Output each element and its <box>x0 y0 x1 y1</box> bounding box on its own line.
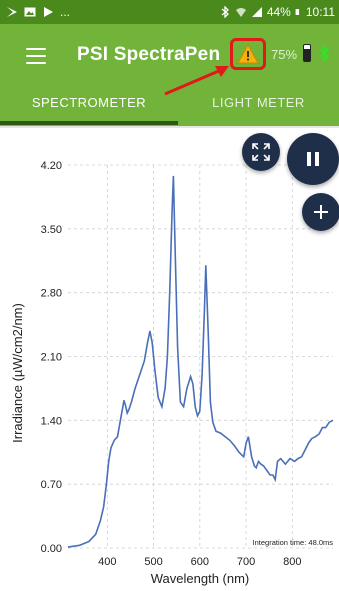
clock: 10:11 <box>305 5 335 19</box>
y-tick-label: 2.80 <box>41 288 62 300</box>
y-axis-label: Irradiance (µW/cm2/nm) <box>10 303 25 443</box>
spectrum-chart: 0.00 0.70 1.40 2.10 2.80 3.50 4.20 400 500 600 700… <box>10 160 334 586</box>
pause-button[interactable] <box>287 133 339 185</box>
hamburger-icon[interactable] <box>26 48 46 64</box>
annotation-arrow <box>164 66 229 96</box>
x-tick-label: 700 <box>237 556 255 568</box>
divider <box>0 126 339 128</box>
app-bar: PSI SpectraPen 75% <box>0 24 339 88</box>
x-tick-label: 600 <box>191 556 209 568</box>
fullscreen-icon <box>252 143 270 161</box>
warning-triangle-icon <box>237 44 259 64</box>
image-icon <box>24 7 36 17</box>
y-tick-label: 4.20 <box>41 160 62 172</box>
fullscreen-button[interactable] <box>242 133 280 171</box>
play-icon <box>44 7 53 17</box>
spectrum-line <box>67 175 334 548</box>
y-tick-label: 0.00 <box>41 543 62 555</box>
device-bluetooth-icon <box>319 44 330 62</box>
integration-time-label: Integration time: 48.0ms <box>253 538 334 547</box>
x-tick-label: 500 <box>144 556 162 568</box>
x-tick-label: 800 <box>283 556 301 568</box>
y-tick-label: 0.70 <box>41 479 62 491</box>
plus-icon <box>314 205 328 219</box>
device-battery-icon <box>303 44 311 62</box>
active-tab-indicator <box>0 121 178 125</box>
chart-grid <box>68 164 333 549</box>
status-bar: ... 44% 10:11 <box>0 0 339 24</box>
tab-spectrometer[interactable]: SPECTROMETER <box>31 95 147 110</box>
device-battery-level: 75% <box>271 47 298 62</box>
tab-bar: SPECTROMETER LIGHT METER <box>0 88 339 126</box>
more-notifications: ... <box>60 5 71 19</box>
bluetooth-icon <box>221 6 229 18</box>
play-store-icon <box>7 7 17 17</box>
x-tick-label: 400 <box>98 556 116 568</box>
y-tick-label: 3.50 <box>41 224 62 236</box>
chart-ticks: 0.00 0.70 1.40 2.10 2.80 3.50 4.20 400 500 600 700… <box>41 160 302 568</box>
x-axis-label: Wavelength (nm) <box>151 571 250 586</box>
y-tick-label: 1.40 <box>41 415 62 427</box>
signal-icon <box>251 7 262 17</box>
battery-percent: 44% <box>266 5 291 19</box>
add-button[interactable] <box>302 193 339 231</box>
app-title: PSI SpectraPen <box>77 44 221 65</box>
battery-icon <box>295 9 299 15</box>
tab-light-meter[interactable]: LIGHT METER <box>212 95 305 110</box>
warning-button[interactable] <box>230 38 266 70</box>
y-tick-label: 2.10 <box>41 352 62 364</box>
pause-icon <box>307 152 319 166</box>
wifi-icon <box>235 8 246 17</box>
